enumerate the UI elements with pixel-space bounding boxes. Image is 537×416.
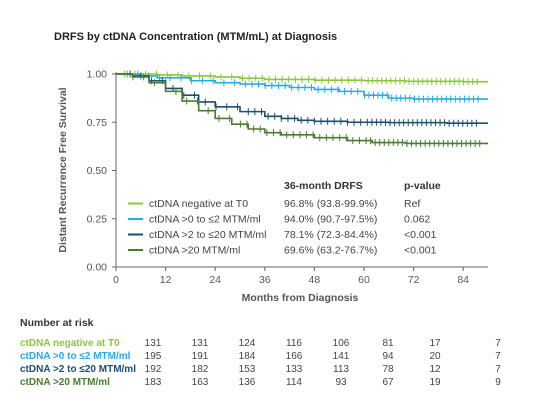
legend-label-0: ctDNA negative at T0: [149, 198, 248, 210]
risk-value: 131: [191, 338, 209, 349]
risk-value: 133: [285, 364, 303, 375]
censor-marks-1: [126, 70, 479, 103]
legend-drfs-0: 96.8% (93.8-99.9%): [284, 198, 377, 210]
x-tick-label: 60: [358, 274, 370, 286]
risk-row-label: ctDNA >0 to ≤2 MTM/ml: [20, 351, 131, 362]
risk-value: 93: [335, 377, 347, 388]
legend-pvalue-1: 0.062: [404, 214, 430, 226]
legend: 36-month DRFS p-value ctDNA negative at T0…: [128, 180, 441, 257]
x-tick-label: 72: [408, 274, 420, 286]
risk-value: 113: [333, 364, 349, 375]
y-tick-label: 0.75: [87, 117, 108, 129]
risk-row-2: ctDNA >2 to ≤20 MTM/ml 192 182 153 133 113 78 1…: [0, 364, 537, 377]
risk-value: 81: [382, 338, 394, 349]
risk-value: 7: [495, 364, 501, 375]
risk-value: 7: [495, 338, 501, 349]
risk-value: 7: [495, 351, 501, 362]
censor-marks-3: [132, 73, 481, 147]
risk-table-title: Number at risk: [20, 317, 94, 329]
risk-value: 136: [238, 377, 256, 388]
risk-value: 9: [495, 377, 501, 388]
risk-row-3: ctDNA >20 MTM/ml 183 163 136 114 93 67 19 9: [0, 377, 537, 390]
risk-value: 94: [382, 351, 394, 362]
legend-label-2: ctDNA >2 to ≤20 MTM/ml: [149, 229, 267, 241]
km-curve-0: [116, 73, 488, 83]
risk-value: 20: [429, 351, 441, 362]
risk-value: 182: [191, 364, 209, 375]
y-tick-label: 1.00: [87, 69, 108, 81]
legend-pvalue-0: Ref: [404, 198, 420, 210]
axes: 0.00 0.25 0.50 0.75 1.00 0 12 24 36 48 60 72 84: [87, 69, 488, 286]
risk-row-label: ctDNA negative at T0: [20, 338, 120, 349]
x-tick-label: 0: [113, 274, 119, 286]
x-tick-label: 48: [309, 274, 321, 286]
risk-value: 192: [144, 364, 162, 375]
x-tick-label: 84: [457, 274, 469, 286]
risk-value: 191: [191, 351, 209, 362]
risk-row-1: ctDNA >0 to ≤2 MTM/ml 195 191 184 166 141 94 20…: [0, 351, 537, 364]
legend-pvalue-3: <0.001: [404, 245, 437, 257]
survival-curves: [116, 70, 488, 147]
y-tick-label: 0.25: [87, 213, 108, 225]
x-tick-label: 12: [160, 274, 172, 286]
risk-value: 19: [429, 377, 441, 388]
risk-value: 67: [382, 377, 394, 388]
legend-pvalue-2: <0.001: [404, 229, 437, 241]
legend-drfs-3: 69.6% (63.2-76.7%): [284, 245, 377, 257]
x-tick-label: 24: [209, 274, 221, 286]
legend-header-drfs: 36-month DRFS: [284, 180, 363, 192]
x-tick-label: 36: [259, 274, 271, 286]
risk-value: 17: [429, 338, 441, 349]
risk-value: 114: [286, 377, 302, 388]
risk-value: 166: [285, 351, 303, 362]
risk-value: 106: [332, 338, 350, 349]
risk-value: 116: [286, 338, 302, 349]
risk-value: 195: [144, 351, 162, 362]
risk-value: 78: [382, 364, 394, 375]
y-tick-label: 0.50: [87, 165, 108, 177]
risk-value: 184: [238, 351, 256, 362]
risk-value: 183: [144, 377, 162, 388]
legend-header-pvalue: p-value: [404, 180, 441, 192]
y-tick-label: 0.00: [87, 262, 108, 274]
legend-label-3: ctDNA >20 MTM/ml: [149, 245, 240, 257]
legend-label-1: ctDNA >0 to ≤2 MTM/ml: [149, 214, 261, 226]
risk-row-0: ctDNA negative at T0 131 131 124 116 106 81 17 7: [0, 338, 537, 351]
km-curve-1: [116, 73, 488, 100]
risk-value: 153: [238, 364, 256, 375]
risk-value: 124: [238, 338, 256, 349]
chart-title: DRFS by ctDNA Concentration (MTM/mL) at …: [54, 31, 338, 43]
censor-marks-0: [123, 70, 478, 86]
risk-value: 163: [191, 377, 209, 388]
x-axis-title: Months from Diagnosis: [242, 292, 359, 304]
legend-drfs-1: 94.0% (90.7-97.5%): [284, 214, 377, 226]
risk-row-label: ctDNA >2 to ≤20 MTM/ml: [20, 364, 136, 375]
y-axis-title: Distant Recurrence Free Survival: [57, 87, 69, 252]
legend-drfs-2: 78.1% (72.3-84.4%): [284, 229, 377, 241]
risk-value: 131: [144, 338, 162, 349]
risk-value: 12: [429, 364, 441, 375]
risk-row-label: ctDNA >20 MTM/ml: [20, 377, 110, 388]
risk-value: 141: [332, 351, 350, 362]
